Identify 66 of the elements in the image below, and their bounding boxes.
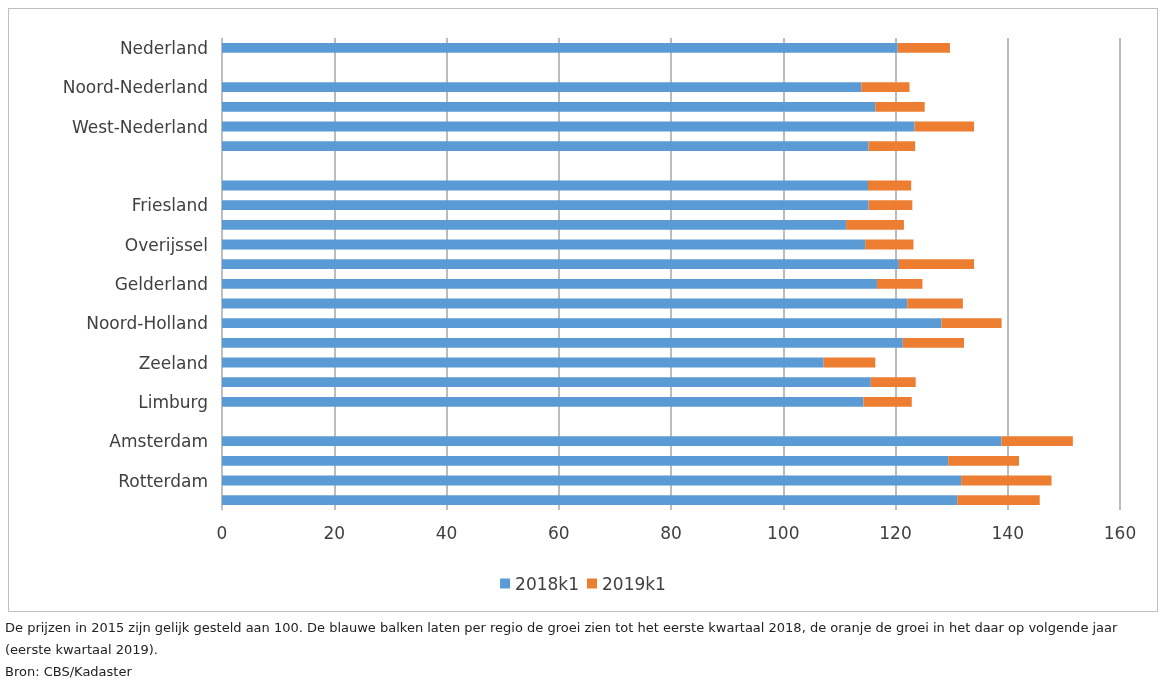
x-tick-label: 0 xyxy=(216,522,228,543)
bar xyxy=(898,259,975,270)
y-tick-label: Nederland xyxy=(119,37,208,58)
y-tick-label: Limburg xyxy=(138,391,208,412)
bar xyxy=(222,475,962,486)
bar xyxy=(222,82,862,93)
bar xyxy=(222,455,949,466)
bar xyxy=(868,200,913,211)
bar xyxy=(222,259,899,270)
text: Bron: CBS/Kadaster xyxy=(5,663,133,681)
y-tick-label: Noord-Nederland xyxy=(62,77,208,98)
legend-label: 2018k1 xyxy=(515,573,580,594)
text: De prijzen in 2015 zijn gelijk gesteld aan 100. De blauwe balken laten per regio de groei zien tot het eerste kwartaal 2018, de oranje de groei in het daar op volgende jaar (eerste kwartaal 2019). xyxy=(5,619,1119,659)
x-tick-label: 160 xyxy=(1103,522,1137,543)
x-tick-label: 60 xyxy=(547,522,570,543)
bar xyxy=(846,219,904,230)
y-tick-label: Gelderland xyxy=(114,273,208,294)
y-tick-label: Friesland xyxy=(131,195,208,216)
bar xyxy=(222,200,869,211)
legend-label: 2019k1 xyxy=(602,573,666,594)
x-tick-label: 140 xyxy=(991,522,1024,543)
y-tick-label: Zeeland xyxy=(138,352,208,373)
y-tick-label: West-Nederland xyxy=(71,116,208,137)
bar xyxy=(870,377,916,388)
bar xyxy=(823,357,876,368)
bar xyxy=(222,436,1002,447)
y-tick-label: Overijssel xyxy=(124,234,208,255)
x-tick-label: 20 xyxy=(323,522,346,543)
bar xyxy=(222,121,915,132)
x-tick-label: 80 xyxy=(660,522,682,543)
bar xyxy=(222,357,824,368)
bar xyxy=(1001,436,1073,447)
bar xyxy=(222,337,903,348)
x-tick-label: 40 xyxy=(435,522,458,543)
bar xyxy=(222,495,958,506)
bar xyxy=(907,298,963,309)
bar xyxy=(865,239,914,250)
bar xyxy=(222,219,847,230)
bar xyxy=(222,377,871,388)
bar xyxy=(941,318,1002,329)
y-tick-label: Rotterdam xyxy=(118,470,208,491)
x-tick-label: 100 xyxy=(767,522,800,543)
bar xyxy=(861,82,910,93)
bar xyxy=(897,42,950,53)
y-tick-label: Noord-Holland xyxy=(86,313,208,334)
bar xyxy=(222,141,869,152)
bar xyxy=(868,141,916,152)
bar xyxy=(902,337,964,348)
bar xyxy=(863,396,912,407)
bar xyxy=(222,278,877,289)
bar xyxy=(961,475,1052,486)
bar xyxy=(876,278,923,289)
bar xyxy=(948,455,1019,466)
bar xyxy=(222,42,898,53)
x-tick-label: 120 xyxy=(879,522,912,543)
bar xyxy=(222,239,866,250)
bar xyxy=(222,101,876,112)
bar xyxy=(222,396,864,407)
bar xyxy=(914,121,975,132)
bar xyxy=(957,495,1040,506)
bar xyxy=(222,318,942,329)
bar xyxy=(222,298,908,309)
bar xyxy=(875,101,925,112)
bar xyxy=(222,180,868,191)
y-tick-label: Amsterdam xyxy=(109,431,208,452)
bar xyxy=(868,180,912,191)
